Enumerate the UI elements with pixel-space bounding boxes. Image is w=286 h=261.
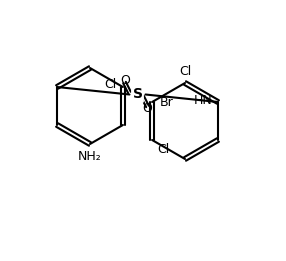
Text: O: O (142, 102, 152, 115)
Text: Cl: Cl (179, 65, 191, 78)
Text: S: S (132, 87, 142, 102)
Text: Br: Br (160, 96, 174, 109)
Text: O: O (121, 74, 130, 87)
Text: NH₂: NH₂ (78, 150, 102, 163)
Text: HN: HN (194, 93, 213, 106)
Text: Cl: Cl (157, 143, 169, 156)
Text: Cl: Cl (105, 79, 117, 92)
